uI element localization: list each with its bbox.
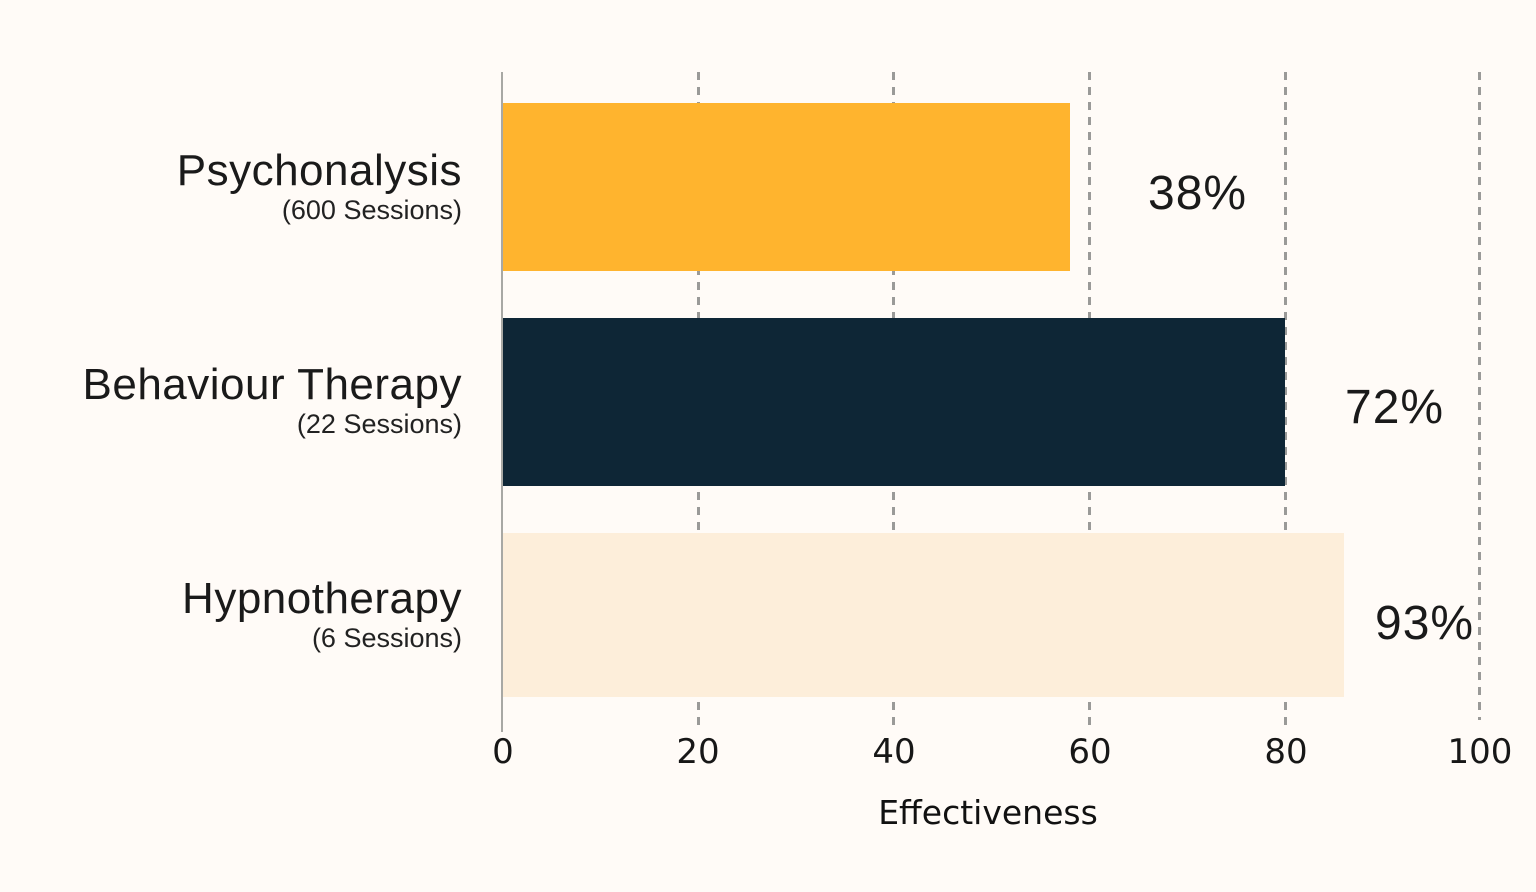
category-label-block: Psychonalysis (600 Sessions): [2, 146, 462, 226]
x-tick-label: 100: [1447, 732, 1513, 772]
gridline-80: [1284, 72, 1287, 728]
x-tick-label: 60: [1068, 732, 1112, 772]
x-tick-label: 0: [492, 732, 514, 772]
gridline-100: [1478, 72, 1481, 720]
value-label: 38%: [1148, 167, 1248, 220]
x-tick-label: 20: [676, 732, 720, 772]
sessions-label: (6 Sessions): [311, 623, 462, 654]
bar: [503, 533, 1344, 697]
category-label: Hypnotherapy: [182, 574, 462, 623]
y-axis-line: [501, 72, 503, 732]
value-label: 93%: [1375, 597, 1475, 650]
bar: [503, 103, 1070, 271]
category-label: Behaviour Therapy: [82, 360, 462, 409]
sessions-label: (600 Sessions): [281, 195, 462, 226]
value-label: 72%: [1345, 381, 1445, 434]
x-tick-label: 40: [872, 732, 916, 772]
category-label-block: Behaviour Therapy (22 Sessions): [2, 360, 462, 440]
x-axis-title: Effectiveness: [878, 793, 1098, 832]
x-tick-label: 80: [1264, 732, 1308, 772]
sessions-label: (22 Sessions): [296, 409, 462, 440]
category-label-block: Hypnotherapy (6 Sessions): [2, 574, 462, 654]
bar: [503, 318, 1285, 486]
category-label: Psychonalysis: [176, 146, 462, 195]
